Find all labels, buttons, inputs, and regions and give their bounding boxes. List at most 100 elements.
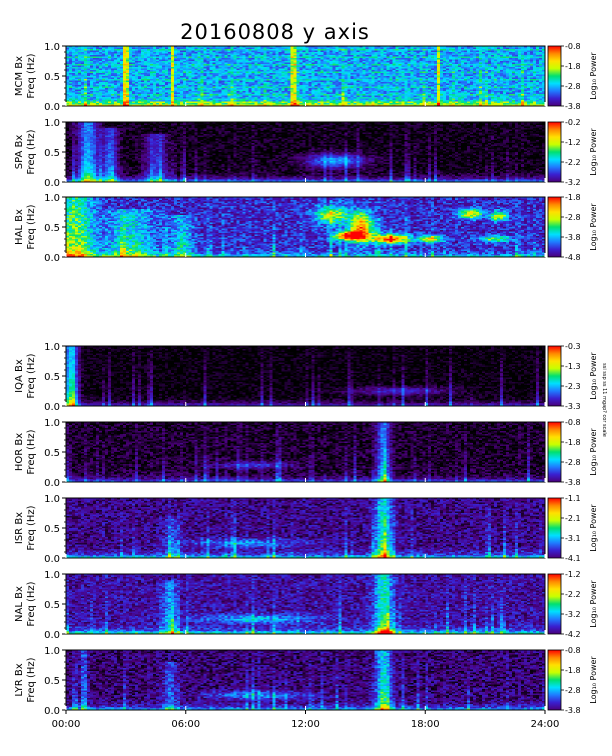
colorbar-tick-label: -2.8: [565, 458, 581, 467]
colorbar-tick-label: -2.2: [565, 158, 581, 167]
colorbar-tick-label: -2.3: [565, 382, 581, 391]
station-label: ISR Bx: [14, 512, 25, 544]
panel-lyr: 0.0 0.5 1.0 LYR Bx Freq (Hz) -0.8 -1.8 -2.8 -3.8…: [14, 646, 598, 717]
freq-axis-label: Freq (Hz): [26, 204, 37, 249]
colorbar-tick-label: -0.8: [565, 646, 581, 655]
station-label: MCM Bx: [14, 56, 25, 96]
spectrogram-hor: [66, 422, 545, 482]
freq-tick-label: 0.0: [44, 478, 60, 489]
colorbar-tick-label: -0.3: [565, 342, 581, 351]
panel-hor: 0.0 0.5 1.0 HOR Bx Freq (Hz) -0.8 -1.8 -2.8 -3.8…: [14, 418, 598, 489]
colorbar: [547, 497, 562, 559]
freq-tick-label: 1.0: [44, 118, 60, 129]
freq-tick-label: 0.0: [44, 554, 60, 565]
time-tick-label: 18:00: [411, 719, 440, 730]
freq-tick-label: 0.5: [44, 524, 60, 535]
colorbar-tick-label: -4.2: [565, 630, 581, 639]
station-label: HAL Bx: [14, 209, 25, 245]
colorbar-tick-label: -0.2: [565, 118, 581, 127]
time-tick-label: 12:00: [291, 719, 320, 730]
freq-axis-label: Freq (Hz): [26, 53, 37, 98]
colorbar-tick-label: -2.1: [565, 514, 581, 523]
colorbar-label: Log₁₀ Power: [589, 504, 598, 552]
colorbar-tick-label: -3.8: [565, 233, 581, 242]
freq-tick-label: 0.0: [44, 706, 60, 717]
colorbar-tick-label: -2.8: [565, 686, 581, 695]
colorbar-label: Log₁₀ Power: [589, 656, 598, 704]
colorbar-tick-label: -1.8: [565, 666, 581, 675]
station-label: IQA Bx: [14, 359, 25, 393]
freq-axis-label: Freq (Hz): [26, 581, 37, 626]
panel-hal: 0.0 0.5 1.0 HAL Bx Freq (Hz) -1.8 -2.8 -3.8 -4.8…: [14, 193, 598, 264]
colorbar-tick-label: -2.8: [565, 82, 581, 91]
colorbar-tick-label: -3.8: [565, 102, 581, 111]
figure-title: 20160808 y axis: [180, 20, 370, 44]
spectrogram-mcm: [66, 46, 545, 106]
colorbar: [547, 573, 562, 635]
colorbar-tick-label: -3.3: [565, 402, 581, 411]
colorbar-tick-label: -1.8: [565, 193, 581, 202]
panel-nal: 0.0 0.5 1.0 NAL Bx Freq (Hz) -1.2 -2.2 -3.2 -4.2…: [14, 570, 598, 641]
freq-tick-label: 0.5: [44, 372, 60, 383]
freq-axis-label: Freq (Hz): [26, 129, 37, 174]
spectrogram-nal: [66, 574, 545, 634]
colorbar-label: Log₁₀ Power: [589, 428, 598, 476]
freq-tick-label: 0.5: [44, 600, 60, 611]
freq-tick-label: 1.0: [44, 570, 60, 581]
spectrogram-spa: [66, 122, 545, 182]
time-tick-label: 24:00: [531, 719, 560, 730]
time-tick-label: 06:00: [171, 719, 200, 730]
colorbar-tick-label: -3.8: [565, 706, 581, 715]
freq-tick-label: 0.0: [44, 630, 60, 641]
freq-tick-label: 0.5: [44, 676, 60, 687]
colorbar-tick-label: -3.8: [565, 478, 581, 487]
colorbar-tick-label: -0.8: [565, 42, 581, 51]
colorbar-tick-label: -3.1: [565, 534, 581, 543]
freq-tick-label: 1.0: [44, 42, 60, 53]
freq-tick-label: 0.5: [44, 223, 60, 234]
colorbar: [547, 345, 562, 407]
freq-tick-label: 0.5: [44, 72, 60, 83]
freq-axis-label: Freq (Hz): [26, 353, 37, 398]
colorbar: [547, 121, 562, 183]
freq-tick-label: 0.0: [44, 102, 60, 113]
freq-tick-label: 0.0: [44, 402, 60, 413]
side-note: ssi ssp ss 11 mgap? cor scale: [601, 363, 607, 437]
colorbar-tick-label: -1.3: [565, 362, 581, 371]
freq-axis-label: Freq (Hz): [26, 429, 37, 474]
colorbar-label: Log₁₀ Power: [589, 352, 598, 400]
freq-tick-label: 0.5: [44, 148, 60, 159]
station-label: SPA Bx: [14, 135, 25, 170]
freq-axis-label: Freq (Hz): [26, 657, 37, 702]
colorbar-tick-label: -2.8: [565, 213, 581, 222]
freq-tick-label: 1.0: [44, 646, 60, 657]
colorbar-tick-label: -4.8: [565, 253, 581, 262]
colorbar: [547, 421, 562, 483]
freq-tick-label: 1.0: [44, 342, 60, 353]
colorbar: [547, 649, 562, 711]
station-label: LYR Bx: [14, 663, 25, 696]
freq-tick-label: 1.0: [44, 418, 60, 429]
colorbar: [547, 196, 562, 258]
colorbar-tick-label: -1.2: [565, 138, 581, 147]
colorbar-tick-label: -1.8: [565, 62, 581, 71]
colorbar-label: Log₁₀ Power: [589, 128, 598, 176]
freq-tick-label: 1.0: [44, 494, 60, 505]
freq-tick-label: 0.0: [44, 253, 60, 264]
panel-iqa: 0.0 0.5 1.0 IQA Bx Freq (Hz) -0.3 -1.3 -2.3 -3.3…: [14, 342, 598, 413]
freq-axis-label: Freq (Hz): [26, 505, 37, 550]
colorbar: [547, 45, 562, 107]
spectrogram-lyr: [66, 650, 545, 710]
time-axis: 00:00 06:00 12:00 18:00 24:00: [52, 710, 560, 730]
freq-tick-label: 1.0: [44, 193, 60, 204]
colorbar-label: Log₁₀ Power: [589, 52, 598, 100]
freq-tick-label: 0.0: [44, 178, 60, 189]
spectrogram-hal: [66, 197, 545, 257]
colorbar-tick-label: -0.8: [565, 418, 581, 427]
colorbar-tick-label: -3.2: [565, 178, 581, 187]
panel-spa: 0.0 0.5 1.0 SPA Bx Freq (Hz) -0.2 -1.2 -2.2 -3.2…: [14, 118, 598, 189]
panel-mcm: 0.0 0.5 1.0 MCM Bx Freq (Hz) -0.8 -1.8 -2.8 -3.8…: [14, 42, 598, 113]
panel-isr: 0.0 0.5 1.0 ISR Bx Freq (Hz) -1.1 -2.1 -3.1 -4.1…: [14, 494, 598, 565]
